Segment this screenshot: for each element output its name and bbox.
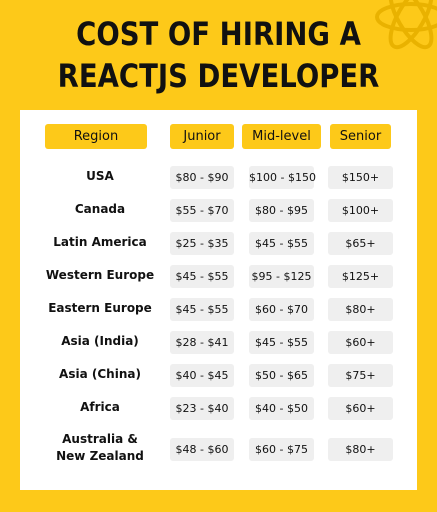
cell-senior: $80+ — [328, 437, 393, 461]
region-label: Western Europe — [20, 267, 180, 284]
region-label: Australia & New Zealand — [20, 431, 180, 465]
cell-junior: $45 - $55 — [170, 265, 234, 288]
region-label-line: New Zealand — [56, 449, 144, 463]
cell-mid-level: $60 - $70 — [249, 298, 314, 321]
header-region: Region — [45, 124, 147, 149]
region-label-line: Africa — [80, 400, 120, 414]
region-label: USA — [20, 168, 180, 185]
region-label-line: Latin America — [53, 235, 147, 249]
header-junior: Junior — [170, 124, 234, 149]
react-atom-icon — [375, 0, 437, 50]
page-title-line-2: REACTJS DEVELOPER — [57, 57, 380, 95]
cell-junior: $25 - $35 — [170, 232, 234, 255]
region-label-line: Eastern Europe — [48, 301, 152, 315]
cell-mid-level: $50 - $65 — [249, 364, 314, 387]
cell-junior: $55 - $70 — [170, 199, 234, 222]
cell-senior: $60+ — [328, 331, 393, 354]
region-label: Africa — [20, 399, 180, 416]
cell-senior: $80+ — [328, 298, 393, 321]
cell-junior: $45 - $55 — [170, 298, 234, 321]
cell-junior: $40 - $45 — [170, 364, 234, 387]
region-label: Latin America — [20, 234, 180, 251]
region-label-line: Australia & — [62, 432, 138, 446]
cell-junior: $80 - $90 — [170, 166, 234, 189]
cell-mid-level: $45 - $55 — [249, 232, 314, 255]
cell-senior: $60+ — [328, 397, 393, 420]
cell-junior: $48 - $60 — [170, 437, 234, 461]
cell-senior: $100+ — [328, 199, 393, 222]
page-title-line-1: COST OF HIRING A — [76, 15, 361, 53]
region-label-line: Canada — [74, 202, 126, 216]
cell-mid-level: $95 - $125 — [249, 265, 314, 288]
region-label: Canada — [20, 201, 180, 218]
cell-mid-level: $60 - $75 — [249, 437, 314, 461]
region-label-line: Asia (India) — [61, 334, 139, 348]
cell-senior: $150+ — [328, 166, 393, 189]
cell-junior: $28 - $41 — [170, 331, 234, 354]
cell-mid-level: $80 - $95 — [249, 199, 314, 222]
region-label-line: USA — [86, 169, 114, 183]
region-label: Asia (India) — [20, 333, 180, 350]
header-senior: Senior — [330, 124, 391, 149]
region-label-line: Western Europe — [45, 268, 155, 282]
cell-junior: $23 - $40 — [170, 397, 234, 420]
region-label-line: Asia (China) — [59, 367, 141, 381]
cell-mid-level: $100 - $150 — [249, 166, 316, 189]
cell-senior: $125+ — [328, 265, 393, 288]
cell-senior: $75+ — [328, 364, 393, 387]
cell-mid-level: $45 - $55 — [249, 331, 314, 354]
region-label: Eastern Europe — [20, 300, 180, 317]
rates-table-card: Region Junior Mid-level Senior USA $80 - … — [20, 110, 417, 490]
cell-senior: $65+ — [328, 232, 393, 255]
region-label: Asia (China) — [20, 366, 180, 383]
header-mid-level: Mid-level — [242, 124, 321, 149]
cell-mid-level: $40 - $50 — [249, 397, 314, 420]
